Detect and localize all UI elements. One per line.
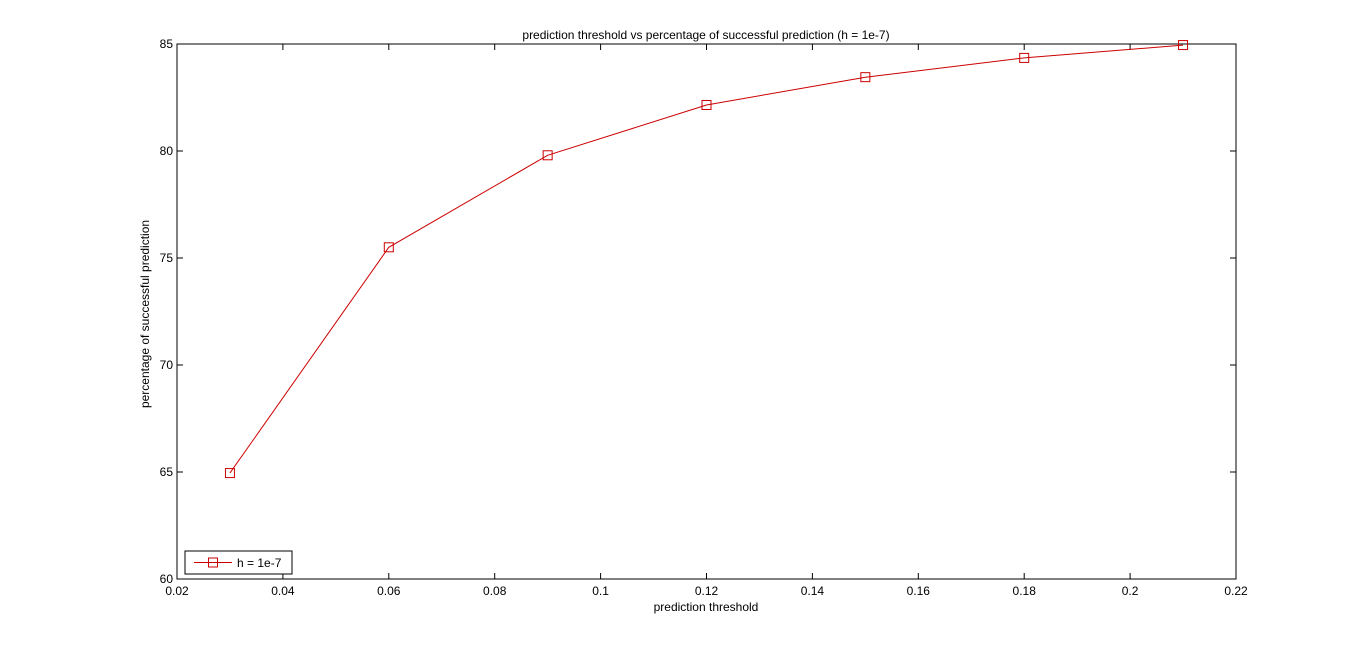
plot-area-frame xyxy=(176,43,1237,580)
series-layer xyxy=(224,40,1189,479)
data-point-marker xyxy=(701,99,712,110)
x-tick-label: 0.2 xyxy=(1122,584,1139,598)
data-point-marker xyxy=(383,242,394,253)
legend-entry-label: h = 1e-7 xyxy=(237,556,282,570)
x-tick-label: 0.06 xyxy=(377,584,401,598)
x-axis-label: prediction threshold xyxy=(654,600,759,614)
data-point-marker xyxy=(224,468,235,479)
y-tick-label: 80 xyxy=(160,144,174,158)
x-tick-label: 0.12 xyxy=(695,584,719,598)
axes-box xyxy=(176,43,1237,580)
x-tick-label: 0.04 xyxy=(271,584,295,598)
x-tick-label: 0.08 xyxy=(483,584,507,598)
x-tick-label: 0.02 xyxy=(165,584,189,598)
chart-title: prediction threshold vs percentage of su… xyxy=(522,28,889,42)
y-tick-label: 65 xyxy=(160,465,174,479)
legend: h = 1e-7 xyxy=(184,550,293,575)
legend-box xyxy=(184,550,293,575)
x-tick-label: 0.16 xyxy=(907,584,931,598)
x-tick-label: 0.22 xyxy=(1224,584,1248,598)
x-tick-label: 0.14 xyxy=(801,584,825,598)
y-tick-label: 70 xyxy=(160,358,174,372)
y-tick-label: 85 xyxy=(160,37,174,51)
x-axis-ticks: 0.02 0.04 0.06 0.08 0.1 0.12 0.14 0.16 0.18 0.2 0.… xyxy=(165,44,1248,598)
y-axis-label: percentage of successful prediction xyxy=(138,220,152,408)
series-line xyxy=(229,44,1184,474)
y-tick-label: 60 xyxy=(160,572,174,586)
data-point-marker xyxy=(1019,52,1030,63)
data-point-marker xyxy=(860,72,871,83)
y-axis-ticks: 60 65 70 75 80 85 xyxy=(160,37,1236,586)
legend-square-marker xyxy=(208,557,218,568)
data-point-marker xyxy=(542,150,553,161)
data-point-marker xyxy=(1178,40,1189,51)
y-tick-label: 75 xyxy=(160,251,174,265)
x-tick-label: 0.18 xyxy=(1013,584,1037,598)
x-tick-label: 0.1 xyxy=(592,584,609,598)
